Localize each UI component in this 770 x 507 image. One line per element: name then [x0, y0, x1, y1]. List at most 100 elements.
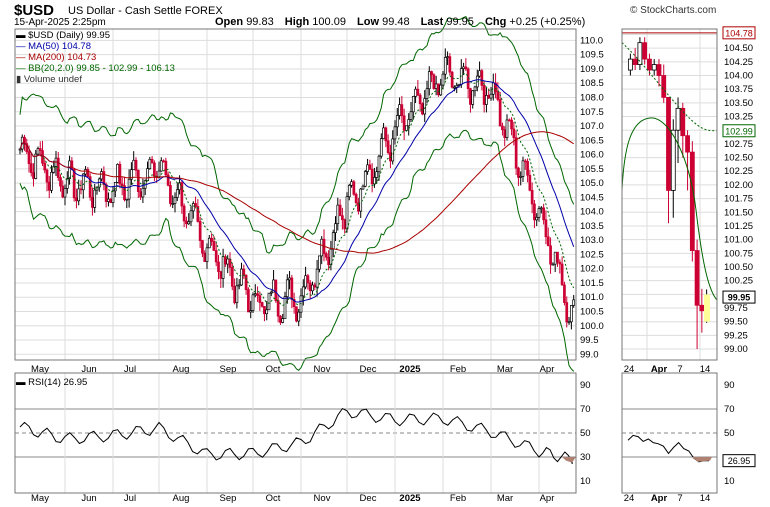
price-candle-body: [382, 127, 385, 139]
price-candle-body: [116, 163, 119, 183]
price-candle-body: [539, 207, 543, 210]
y-tick-label: 110.0: [580, 35, 603, 46]
price-candle-body: [318, 255, 321, 270]
price-candle-body: [393, 126, 397, 140]
legend-bb: — BB(20,2.0) 99.85 - 102.99 - 106.13: [16, 63, 175, 74]
price-candle-body: [496, 91, 500, 100]
quote-summary: Open 99.83 High 100.09 Low 99.48 Last 99…: [215, 16, 593, 28]
price-candle-body: [203, 252, 207, 262]
price-candle-body: [510, 119, 513, 130]
price-candle-body: [100, 171, 103, 180]
price-candle-body: [281, 318, 285, 323]
price-candle-body: [267, 292, 271, 311]
price-candle-body: [63, 188, 67, 198]
price-candle-body: [191, 203, 195, 212]
price-candle-body: [166, 174, 170, 186]
price-candle-body: [233, 286, 236, 304]
price-candle-body: [148, 158, 152, 169]
price-candle-body: [260, 302, 264, 307]
price-candle-body: [288, 277, 291, 281]
zoom-y-tick-label: 101.00: [724, 235, 753, 246]
price-candle-body: [214, 250, 218, 263]
price-candle-body: [411, 96, 415, 113]
y-tick-label: 101.0: [580, 292, 604, 303]
price-candle-body: [198, 221, 202, 241]
price-candle-body: [315, 268, 319, 288]
price-candle-body: [77, 188, 81, 202]
price-candle-body: [56, 157, 60, 178]
zoom-candle-body: [666, 96, 671, 191]
price-candle-body: [146, 168, 149, 182]
x-tick-label: Apr: [540, 364, 555, 375]
ma50-badge-box: [722, 124, 756, 138]
price-candle-body: [400, 104, 404, 117]
price-candle-body: [430, 71, 433, 76]
price-candle-body: [523, 160, 527, 163]
price-candle-body: [558, 261, 562, 265]
rsi-oversold-fill: [562, 457, 576, 463]
price-candle-body: [118, 163, 122, 185]
price-candle-body: [65, 178, 69, 189]
price-candle-body: [297, 311, 301, 322]
price-candle-body: [279, 315, 282, 323]
price-candle-body: [546, 236, 550, 247]
price-candle-body: [226, 258, 230, 265]
price-candle-body: [425, 88, 429, 99]
price-candle-body: [240, 268, 243, 286]
zoom-rsi-y-tick-label: 50: [724, 428, 735, 439]
price-candle-body: [320, 238, 324, 257]
x-tick-label: May: [31, 364, 49, 375]
symbol-title: $USD: [14, 2, 55, 19]
panel-border: [621, 28, 718, 361]
x-tick-label: Nov: [314, 364, 331, 375]
rsi-y-tick-label: 10: [580, 476, 591, 487]
price-candle-body: [84, 169, 87, 175]
y-tick-label: 103.0: [580, 235, 604, 246]
price-candle-body: [416, 88, 420, 96]
last-value: 99.95: [446, 16, 474, 28]
panel-frames: [14, 28, 718, 494]
legend-ma200: — MA(200) 104.73: [16, 52, 97, 63]
price-candle-body: [86, 169, 90, 177]
price-candle-body: [210, 237, 213, 242]
price-candle-body: [512, 128, 516, 139]
price-candle-body: [196, 206, 200, 222]
price-candle-body: [402, 115, 406, 131]
price-candle-body: [336, 204, 340, 225]
price-candle-body: [487, 95, 491, 99]
price-candle-body: [350, 181, 353, 186]
price-candle-body: [70, 160, 74, 170]
price-candle-body: [263, 306, 266, 315]
panel-border: [14, 28, 577, 361]
price-candle-body: [162, 160, 165, 163]
last-badge-box: [722, 290, 756, 304]
price-candle-body: [343, 219, 347, 230]
y-tick-label: 109.5: [580, 50, 604, 61]
rsi-x-tick-label: Aug: [173, 493, 190, 504]
zoom-bb-line: [621, 117, 718, 301]
zoom-y-tick-label: 103.75: [724, 84, 753, 95]
zoom-y-tick-label: 99.00: [724, 344, 748, 355]
zoom-candle-body: [661, 75, 667, 98]
y-tick-label: 102.0: [580, 264, 604, 275]
price-candle-body: [247, 289, 250, 313]
price-candle-body: [253, 293, 257, 296]
zoom-panel: 99.0099.2599.5099.75100.00100.25100.5010…: [621, 26, 756, 504]
price-candle-body: [258, 295, 262, 303]
price-candle-body: [169, 184, 172, 204]
price-candle-body: [331, 232, 335, 250]
price-candle-body: [27, 151, 31, 164]
legend-ma200-text: MA(200) 104.73: [28, 52, 97, 63]
price-candle-body: [34, 153, 38, 179]
price-candle-body: [395, 115, 399, 128]
low-label: Low: [357, 16, 380, 28]
price-candle-body: [127, 178, 131, 200]
legend-ma50: — MA(50) 104.78: [16, 41, 91, 52]
price-candle-body: [379, 138, 383, 157]
zoom-rsi-y-tick-label: 10: [724, 476, 735, 487]
price-candle-body: [519, 176, 523, 178]
price-candle-body: [473, 86, 477, 92]
x-tick-label: Aug: [173, 364, 190, 375]
price-candle-body: [517, 167, 520, 178]
price-candle-body: [23, 136, 26, 144]
